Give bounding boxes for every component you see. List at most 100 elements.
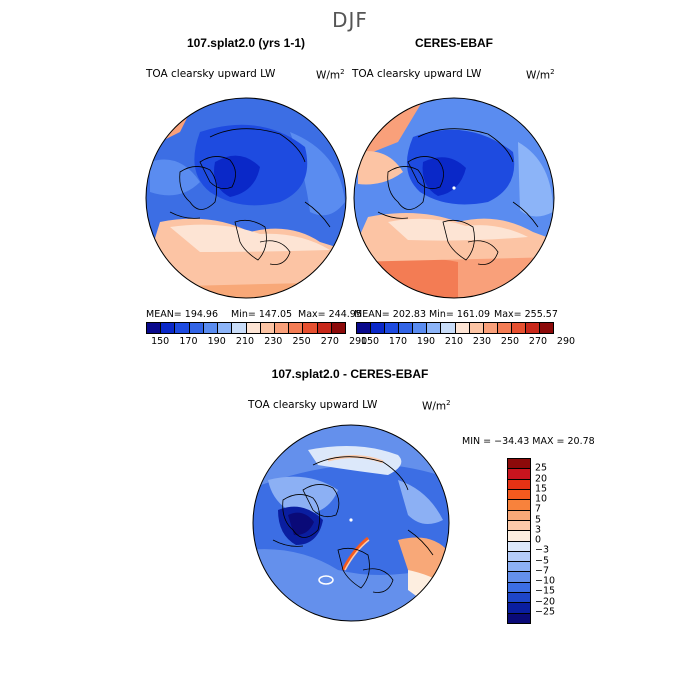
colorbar-tick-label: 250: [292, 336, 311, 347]
panel2-min: Min= 161.09: [429, 309, 491, 320]
colorbar-swatch: [483, 323, 498, 333]
colorbar-swatch: [274, 323, 290, 333]
colorbar-tick-label: 7: [535, 503, 542, 515]
diff-title: 107.splat2.0 - CERES-EBAF: [271, 367, 429, 381]
colorbar-swatch: [508, 520, 530, 532]
colorbar-swatch: [508, 613, 530, 623]
colorbar-tick-label: 190: [207, 336, 226, 347]
diff-minmax: MIN = −34.43 MAX = 20.78: [462, 436, 595, 447]
panel2-variable: TOA clearsky upward LW: [352, 68, 482, 80]
colorbar-swatch: [357, 323, 372, 333]
colorbar-swatch: [511, 323, 526, 333]
colorbar-tick-label: 10: [535, 493, 548, 505]
colorbar-swatch: [508, 593, 530, 604]
colorbar-tick-label: 270: [320, 336, 339, 347]
colorbar-swatch: [147, 323, 162, 333]
colorbar-swatch: [508, 510, 530, 521]
colorbar-swatch: [413, 323, 428, 333]
colorbar-tick-label: −10: [535, 575, 556, 587]
colorbar-swatch: [399, 323, 414, 333]
colorbar-swatch: [508, 489, 530, 501]
colorbar-swatch: [385, 323, 400, 333]
colorbar-tick-label: 290: [349, 336, 368, 347]
colorbar-tick-label: 0: [535, 534, 542, 546]
colorbar-swatch: [189, 323, 204, 333]
colorbar-tick-label: 25: [535, 462, 548, 474]
colorbar-tick-label: 210: [235, 336, 255, 347]
panel2-mean: MEAN= 202.83: [354, 309, 427, 320]
colorbar-tick-label: 3: [535, 524, 542, 536]
colorbar-swatch: [260, 323, 275, 333]
panel1-mean: MEAN= 194.96: [146, 309, 219, 320]
colorbar-swatch: [508, 500, 530, 511]
colorbar-swatch: [218, 323, 233, 333]
colorbar-tick-label: 290: [556, 336, 576, 347]
colorbar-swatch: [508, 531, 530, 542]
colorbar-tick-label: 230: [264, 336, 283, 347]
panel2-units: W/m2: [526, 68, 555, 82]
colorbar-swatch: [175, 323, 190, 333]
colorbar-swatch: [246, 323, 261, 333]
panel2-map: [353, 97, 555, 299]
panel1-colorbar-ticks: 150 170 190 210 230 250 270 290: [146, 336, 367, 348]
colorbar-tick-label: −5: [535, 555, 550, 566]
colorbar-tick-label: 20: [535, 473, 548, 484]
colorbar-swatch: [540, 323, 554, 333]
panel1-colorbar: [146, 322, 346, 334]
colorbar-tick-label: 5: [535, 514, 542, 525]
colorbar-swatch: [427, 323, 442, 333]
colorbar-tick-label: 230: [472, 336, 492, 347]
colorbar-tick-label: 150: [151, 336, 170, 347]
colorbar-swatch: [508, 551, 530, 563]
colorbar-tick-label: 15: [535, 483, 548, 495]
colorbar-swatch: [303, 323, 318, 333]
colorbar-tick-label: −7: [535, 565, 550, 577]
colorbar-tick-label: −3: [535, 544, 550, 556]
panel2-max: Max= 255.57: [494, 309, 558, 320]
diff-colorbar-ticks: 25 20 15 10 7 5 3 0 −3 −5 −7 −10 −15 −20 −25: [535, 458, 575, 622]
colorbar-tick-label: 190: [416, 336, 436, 347]
panel2-colorbar: [356, 322, 554, 334]
colorbar-tick-label: −25: [535, 606, 556, 618]
colorbar-tick-label: −15: [535, 585, 556, 597]
colorbar-swatch: [508, 469, 530, 480]
panel2-title: CERES-EBAF: [414, 36, 493, 50]
colorbar-swatch: [161, 323, 176, 333]
colorbar-swatch: [508, 459, 530, 470]
colorbar-swatch: [203, 323, 219, 333]
panel2-colorbar-ticks: 150 170 190 210 230 250 270 290: [356, 336, 575, 348]
panel1-max: Max= 244.95: [298, 309, 362, 320]
colorbar-swatch: [525, 323, 541, 333]
colorbar-swatch: [508, 603, 530, 614]
panel1-map: [145, 97, 347, 299]
colorbar-swatch: [508, 562, 530, 573]
colorbar-tick-label: 170: [388, 336, 408, 347]
colorbar-swatch: [508, 479, 530, 490]
figure-title: DJF: [332, 8, 368, 32]
colorbar-tick-label: −20: [535, 596, 556, 607]
colorbar-tick-label: 170: [179, 336, 198, 347]
colorbar-tick-label: 270: [528, 336, 548, 347]
colorbar-swatch: [508, 541, 530, 552]
colorbar-tick-label: 210: [444, 336, 464, 347]
panel1-variable: TOA clearsky upward LW: [146, 68, 276, 80]
colorbar-swatch: [469, 323, 484, 333]
panel1-min: Min= 147.05: [231, 309, 293, 320]
colorbar-swatch: [441, 323, 456, 333]
diff-map: [252, 424, 450, 622]
diff-colorbar: [507, 458, 531, 624]
colorbar-tick-label: 250: [500, 336, 520, 347]
diff-units: W/m2: [422, 399, 451, 413]
colorbar-tick-label: 150: [360, 336, 380, 347]
colorbar-swatch: [232, 323, 247, 333]
colorbar-swatch: [497, 323, 512, 333]
colorbar-swatch: [508, 572, 530, 583]
colorbar-swatch: [289, 323, 304, 333]
colorbar-swatch: [455, 323, 470, 333]
colorbar-swatch: [331, 323, 346, 333]
panel1-title: 107.splat2.0 (yrs 1-1): [186, 36, 306, 50]
colorbar-swatch: [371, 323, 386, 333]
colorbar-swatch: [317, 323, 332, 333]
diff-variable: TOA clearsky upward LW: [248, 399, 378, 411]
panel1-units: W/m2: [316, 68, 345, 82]
